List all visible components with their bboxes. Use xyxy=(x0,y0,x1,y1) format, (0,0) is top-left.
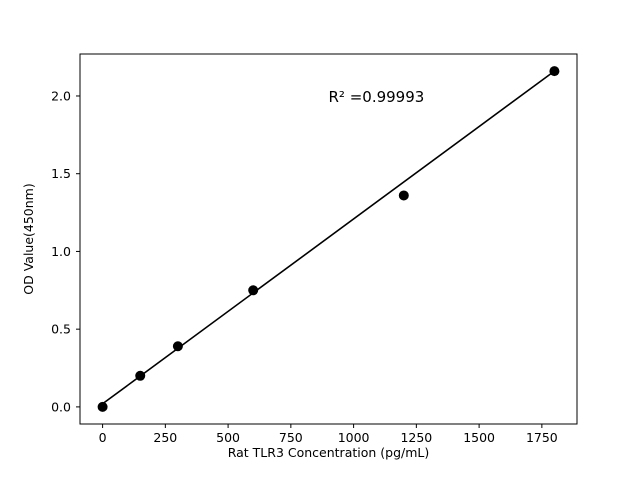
x-axis-label: Rat TLR3 Concentration (pg/mL) xyxy=(228,445,430,460)
x-tick-label: 1500 xyxy=(463,430,495,445)
y-tick-label: 1.0 xyxy=(51,244,71,259)
r-squared-annotation: R² =0.99993 xyxy=(329,88,425,106)
y-tick-label: 1.5 xyxy=(51,166,71,181)
data-point xyxy=(172,341,183,352)
x-tick-label: 1750 xyxy=(526,430,558,445)
x-tick-label: 1000 xyxy=(338,430,370,445)
y-axis-label: OD Value(450nm) xyxy=(21,183,36,294)
y-tick-label: 0.5 xyxy=(51,322,71,337)
data-point xyxy=(248,285,259,296)
data-point xyxy=(398,190,409,201)
data-point xyxy=(549,66,560,77)
x-tick-label: 250 xyxy=(153,430,177,445)
x-tick-label: 1250 xyxy=(400,430,432,445)
x-tick-label: 500 xyxy=(216,430,240,445)
data-point xyxy=(135,370,146,381)
fit-line xyxy=(102,70,555,405)
plot-border xyxy=(79,53,578,425)
x-tick-label: 0 xyxy=(99,430,107,445)
data-point xyxy=(97,401,108,412)
y-tick-label: 0.0 xyxy=(51,399,71,414)
y-tick-label: 2.0 xyxy=(51,88,71,103)
x-tick-label: 750 xyxy=(279,430,303,445)
